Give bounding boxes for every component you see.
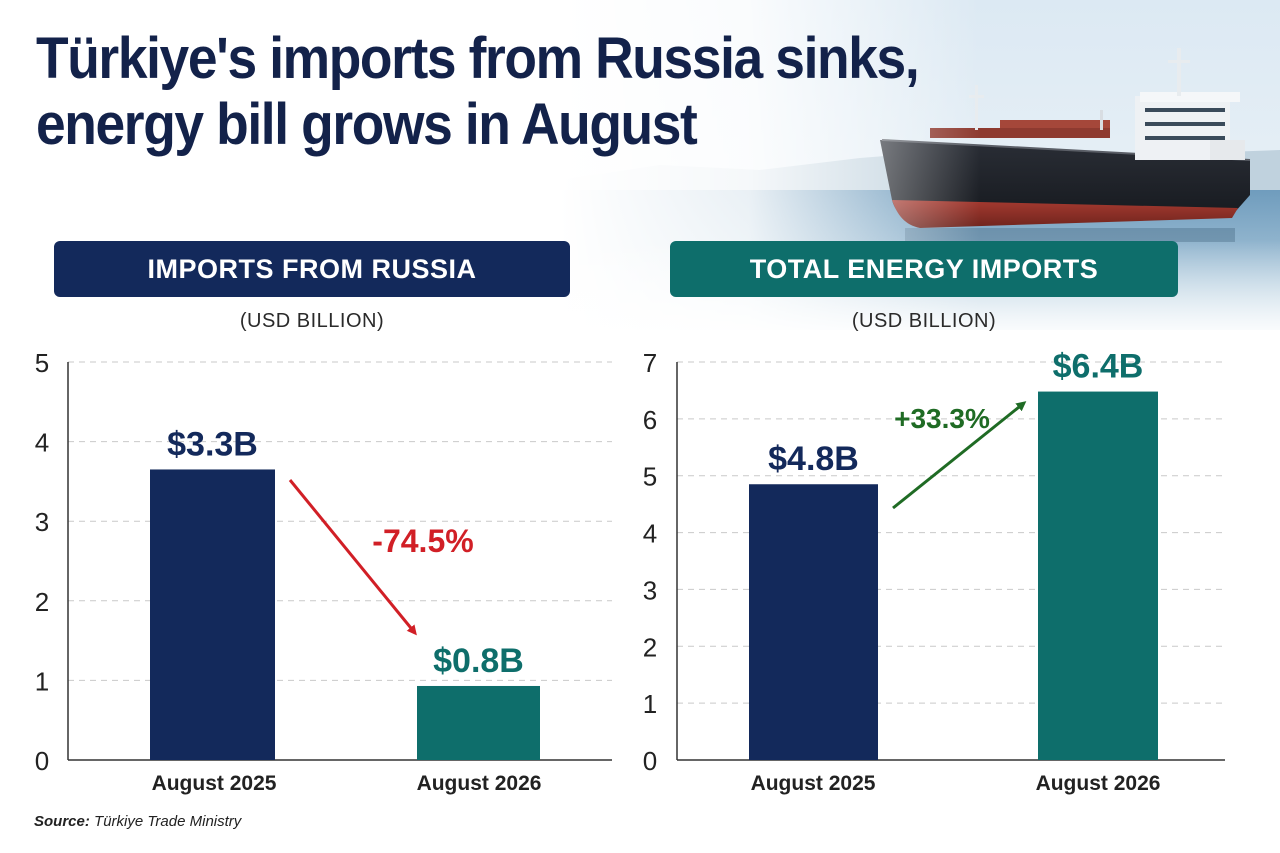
chart-left-change-label: -74.5% [372, 523, 473, 559]
chart-right-change-arrow [892, 401, 1027, 510]
bar [1038, 391, 1158, 760]
chart-left-title: IMPORTS FROM RUSSIA [54, 241, 570, 297]
y-tick-label: 7 [643, 348, 657, 378]
chart-right-change-label: +33.3% [894, 403, 990, 434]
bar-value-label: $4.8B [768, 440, 859, 478]
y-tick-label: 6 [643, 405, 657, 435]
bar [417, 685, 540, 760]
chart-right-subtitle: (USD BILLION) [851, 310, 997, 332]
page-title-line-1: Türkiye's imports from Russia sinks, [36, 26, 920, 91]
source-text: Türkiye Trade Ministry [94, 813, 242, 830]
chart-left-subtitle: (USD BILLION) [239, 310, 385, 332]
chart-left-change-arrow [288, 479, 417, 636]
chart-left-y-ticks: 0 1 2 3 4 5 [35, 348, 49, 776]
chart-right-y-ticks: 0 1 2 3 4 5 6 7 [643, 348, 657, 776]
source-label: Source: [34, 813, 90, 830]
chart-right-title: TOTAL ENERGY IMPORTS [670, 241, 1178, 297]
y-tick-label: 1 [35, 666, 49, 696]
page-title-line-2: energy bill grows in August [36, 92, 698, 157]
y-tick-label: 2 [35, 587, 49, 617]
x-tick-label: August 2026 [417, 772, 542, 795]
x-tick-label: August 2025 [751, 772, 876, 795]
y-tick-label: 4 [643, 519, 657, 549]
y-tick-label: 3 [643, 575, 657, 605]
y-tick-label: 5 [35, 348, 49, 378]
chart-imports-from-russia: 0 1 2 3 4 5 $3.3B $0.8B -74.5% August 2025 Aug… [35, 348, 612, 795]
x-tick-label: August 2026 [1036, 772, 1161, 795]
y-tick-label: 1 [643, 689, 657, 719]
y-tick-label: 4 [35, 428, 49, 458]
source-note: Source: Türkiye Trade Ministry [34, 813, 241, 830]
bar [749, 484, 878, 760]
chart-left-gridlines [68, 361, 612, 681]
y-tick-label: 3 [35, 507, 49, 537]
chart-total-energy-imports: 0 1 2 3 4 5 6 7 $4.8B $6.4B +33.3% August 2025 A… [643, 348, 1225, 795]
y-tick-label: 2 [643, 632, 657, 662]
y-tick-label: 0 [643, 746, 657, 776]
y-tick-label: 0 [35, 746, 49, 776]
y-tick-label: 5 [643, 462, 657, 492]
bar-value-label: $6.4B [1053, 348, 1144, 386]
bar [150, 469, 275, 760]
bar-value-label: $3.3B [167, 425, 258, 463]
page-title: Türkiye's imports from Russia sinks, ene… [36, 26, 920, 158]
x-tick-label: August 2025 [152, 772, 277, 795]
bar-value-label: $0.8B [433, 642, 524, 680]
